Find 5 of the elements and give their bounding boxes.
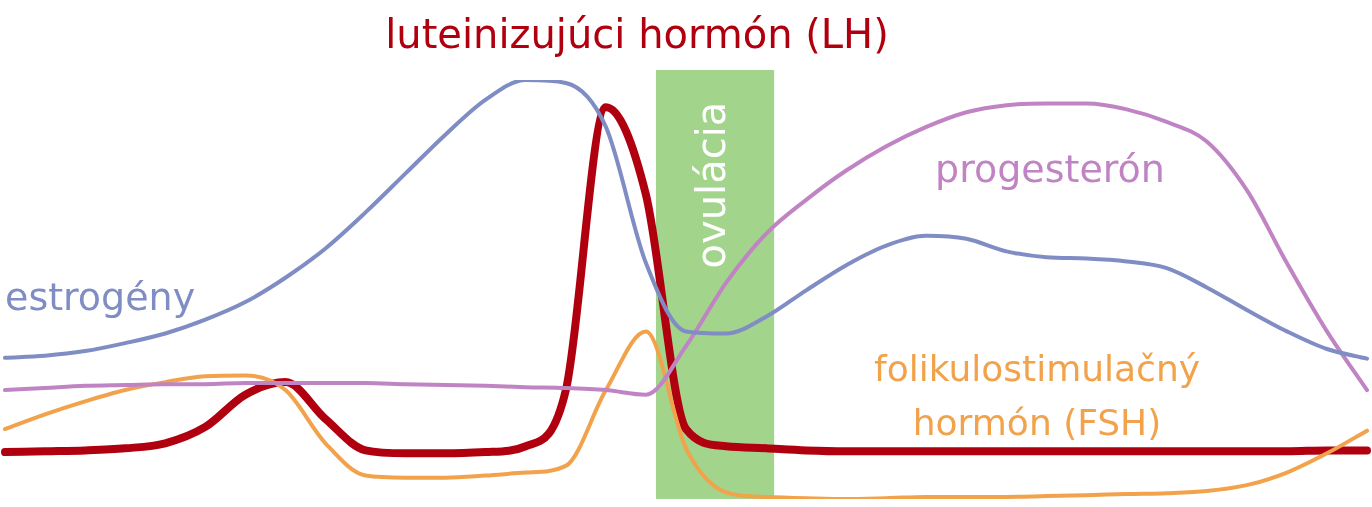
series-label: estrogény <box>5 274 196 319</box>
series-label: progesterón <box>935 146 1165 191</box>
annotation: ovulácia <box>688 101 735 269</box>
series-label: luteinizujúci hormón (LH) <box>385 11 889 58</box>
series-label: folikulostimulačný hormón (FSH) <box>873 348 1201 444</box>
